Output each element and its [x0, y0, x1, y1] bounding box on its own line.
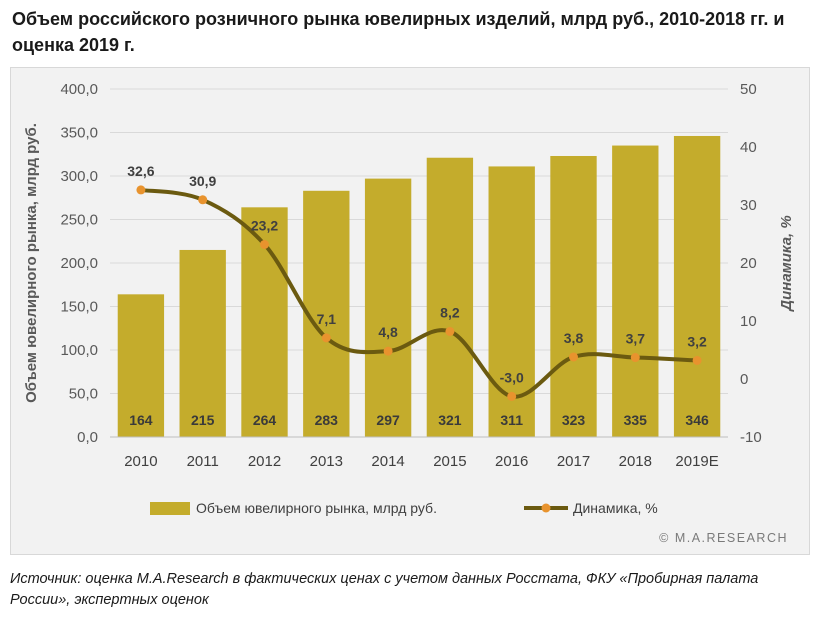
bar-value-label: 283 — [315, 412, 339, 428]
y-axis-title: Объем ювелирного рынка, млрд руб. — [23, 123, 40, 403]
bar — [612, 145, 659, 438]
x-tick-label: 2019E — [675, 453, 718, 470]
y2-tick-label: 10 — [740, 313, 757, 330]
bar-value-label: 323 — [562, 412, 586, 428]
x-tick-label: 2018 — [619, 453, 652, 470]
y2-tick-label: 20 — [740, 255, 757, 272]
line-marker — [630, 353, 640, 363]
line-marker — [383, 346, 393, 356]
y2-tick-label: -10 — [740, 429, 762, 446]
x-tick-label: 2017 — [557, 453, 590, 470]
bar-value-label: 297 — [376, 412, 400, 428]
y-tick-label: 300,0 — [60, 168, 98, 185]
source-note: Источник: оценка M.A.Research в фактичес… — [10, 571, 759, 608]
line-value-label: 3,2 — [687, 333, 707, 349]
y-tick-label: 400,0 — [60, 81, 98, 98]
line-value-label: 3,8 — [564, 330, 584, 346]
bar — [673, 135, 721, 438]
bar-value-label: 311 — [500, 412, 523, 428]
x-tick-label: 2011 — [187, 453, 219, 470]
bar-value-label: 264 — [253, 412, 277, 428]
bar — [364, 178, 412, 438]
y-tick-label: 50,0 — [69, 386, 98, 403]
y2-tick-label: 50 — [740, 81, 757, 98]
legend-line-label: Динамика, % — [573, 500, 658, 516]
line-value-label: 32,6 — [127, 163, 154, 179]
line-marker — [445, 326, 455, 336]
bar — [117, 294, 165, 437]
chart: 0,050,0100,0150,0200,0250,0300,0350,0400… — [23, 81, 795, 545]
line-value-label: 4,8 — [378, 324, 398, 340]
line-marker — [321, 333, 331, 343]
bar-value-label: 215 — [191, 412, 215, 428]
bar — [303, 190, 350, 437]
line-value-label: 3,7 — [626, 331, 646, 347]
y-tick-label: 150,0 — [60, 299, 98, 316]
bar-value-label: 335 — [624, 412, 648, 428]
line-value-label: 23,2 — [251, 217, 278, 233]
x-tick-label: 2010 — [124, 453, 157, 470]
bar-value-label: 164 — [129, 412, 153, 428]
x-tick-label: 2014 — [371, 453, 404, 470]
line-marker — [569, 352, 578, 362]
bar-value-label: 346 — [685, 412, 709, 428]
y-tick-label: 100,0 — [60, 342, 98, 359]
y2-tick-label: 40 — [740, 139, 757, 156]
line-marker — [692, 355, 702, 365]
x-tick-label: 2015 — [433, 453, 466, 470]
y2-tick-label: 0 — [740, 371, 748, 388]
line-value-label: 30,9 — [189, 173, 216, 189]
line-marker — [507, 391, 517, 401]
line-marker — [198, 195, 208, 205]
x-tick-label: 2013 — [310, 453, 343, 470]
line-marker — [260, 239, 269, 249]
y2-tick-label: 30 — [740, 197, 757, 214]
y-tick-label: 0,0 — [77, 429, 98, 446]
legend-bar-swatch — [150, 502, 190, 515]
bar — [426, 157, 474, 438]
bar — [179, 249, 226, 437]
line-value-label: 7,1 — [317, 311, 337, 327]
page-title: Объем российского розничного рынка ювели… — [12, 9, 785, 55]
line-value-label: -3,0 — [500, 369, 524, 385]
x-tick-label: 2016 — [495, 453, 528, 470]
y-tick-label: 250,0 — [60, 212, 98, 229]
y-tick-label: 350,0 — [60, 125, 98, 142]
bar-value-label: 321 — [438, 412, 462, 428]
y-tick-label: 200,0 — [60, 255, 98, 272]
legend-line-marker — [541, 503, 551, 513]
line-marker — [136, 185, 146, 195]
x-tick-label: 2012 — [248, 453, 281, 470]
bar — [550, 155, 597, 438]
series-line — [140, 187, 698, 399]
legend-bar-label: Объем ювелирного рынка, млрд руб. — [196, 500, 437, 516]
watermark: © M.A.RESEARCH — [659, 531, 788, 545]
line-value-label: 8,2 — [440, 304, 460, 320]
y2-axis-title: Динамика, % — [778, 215, 795, 312]
